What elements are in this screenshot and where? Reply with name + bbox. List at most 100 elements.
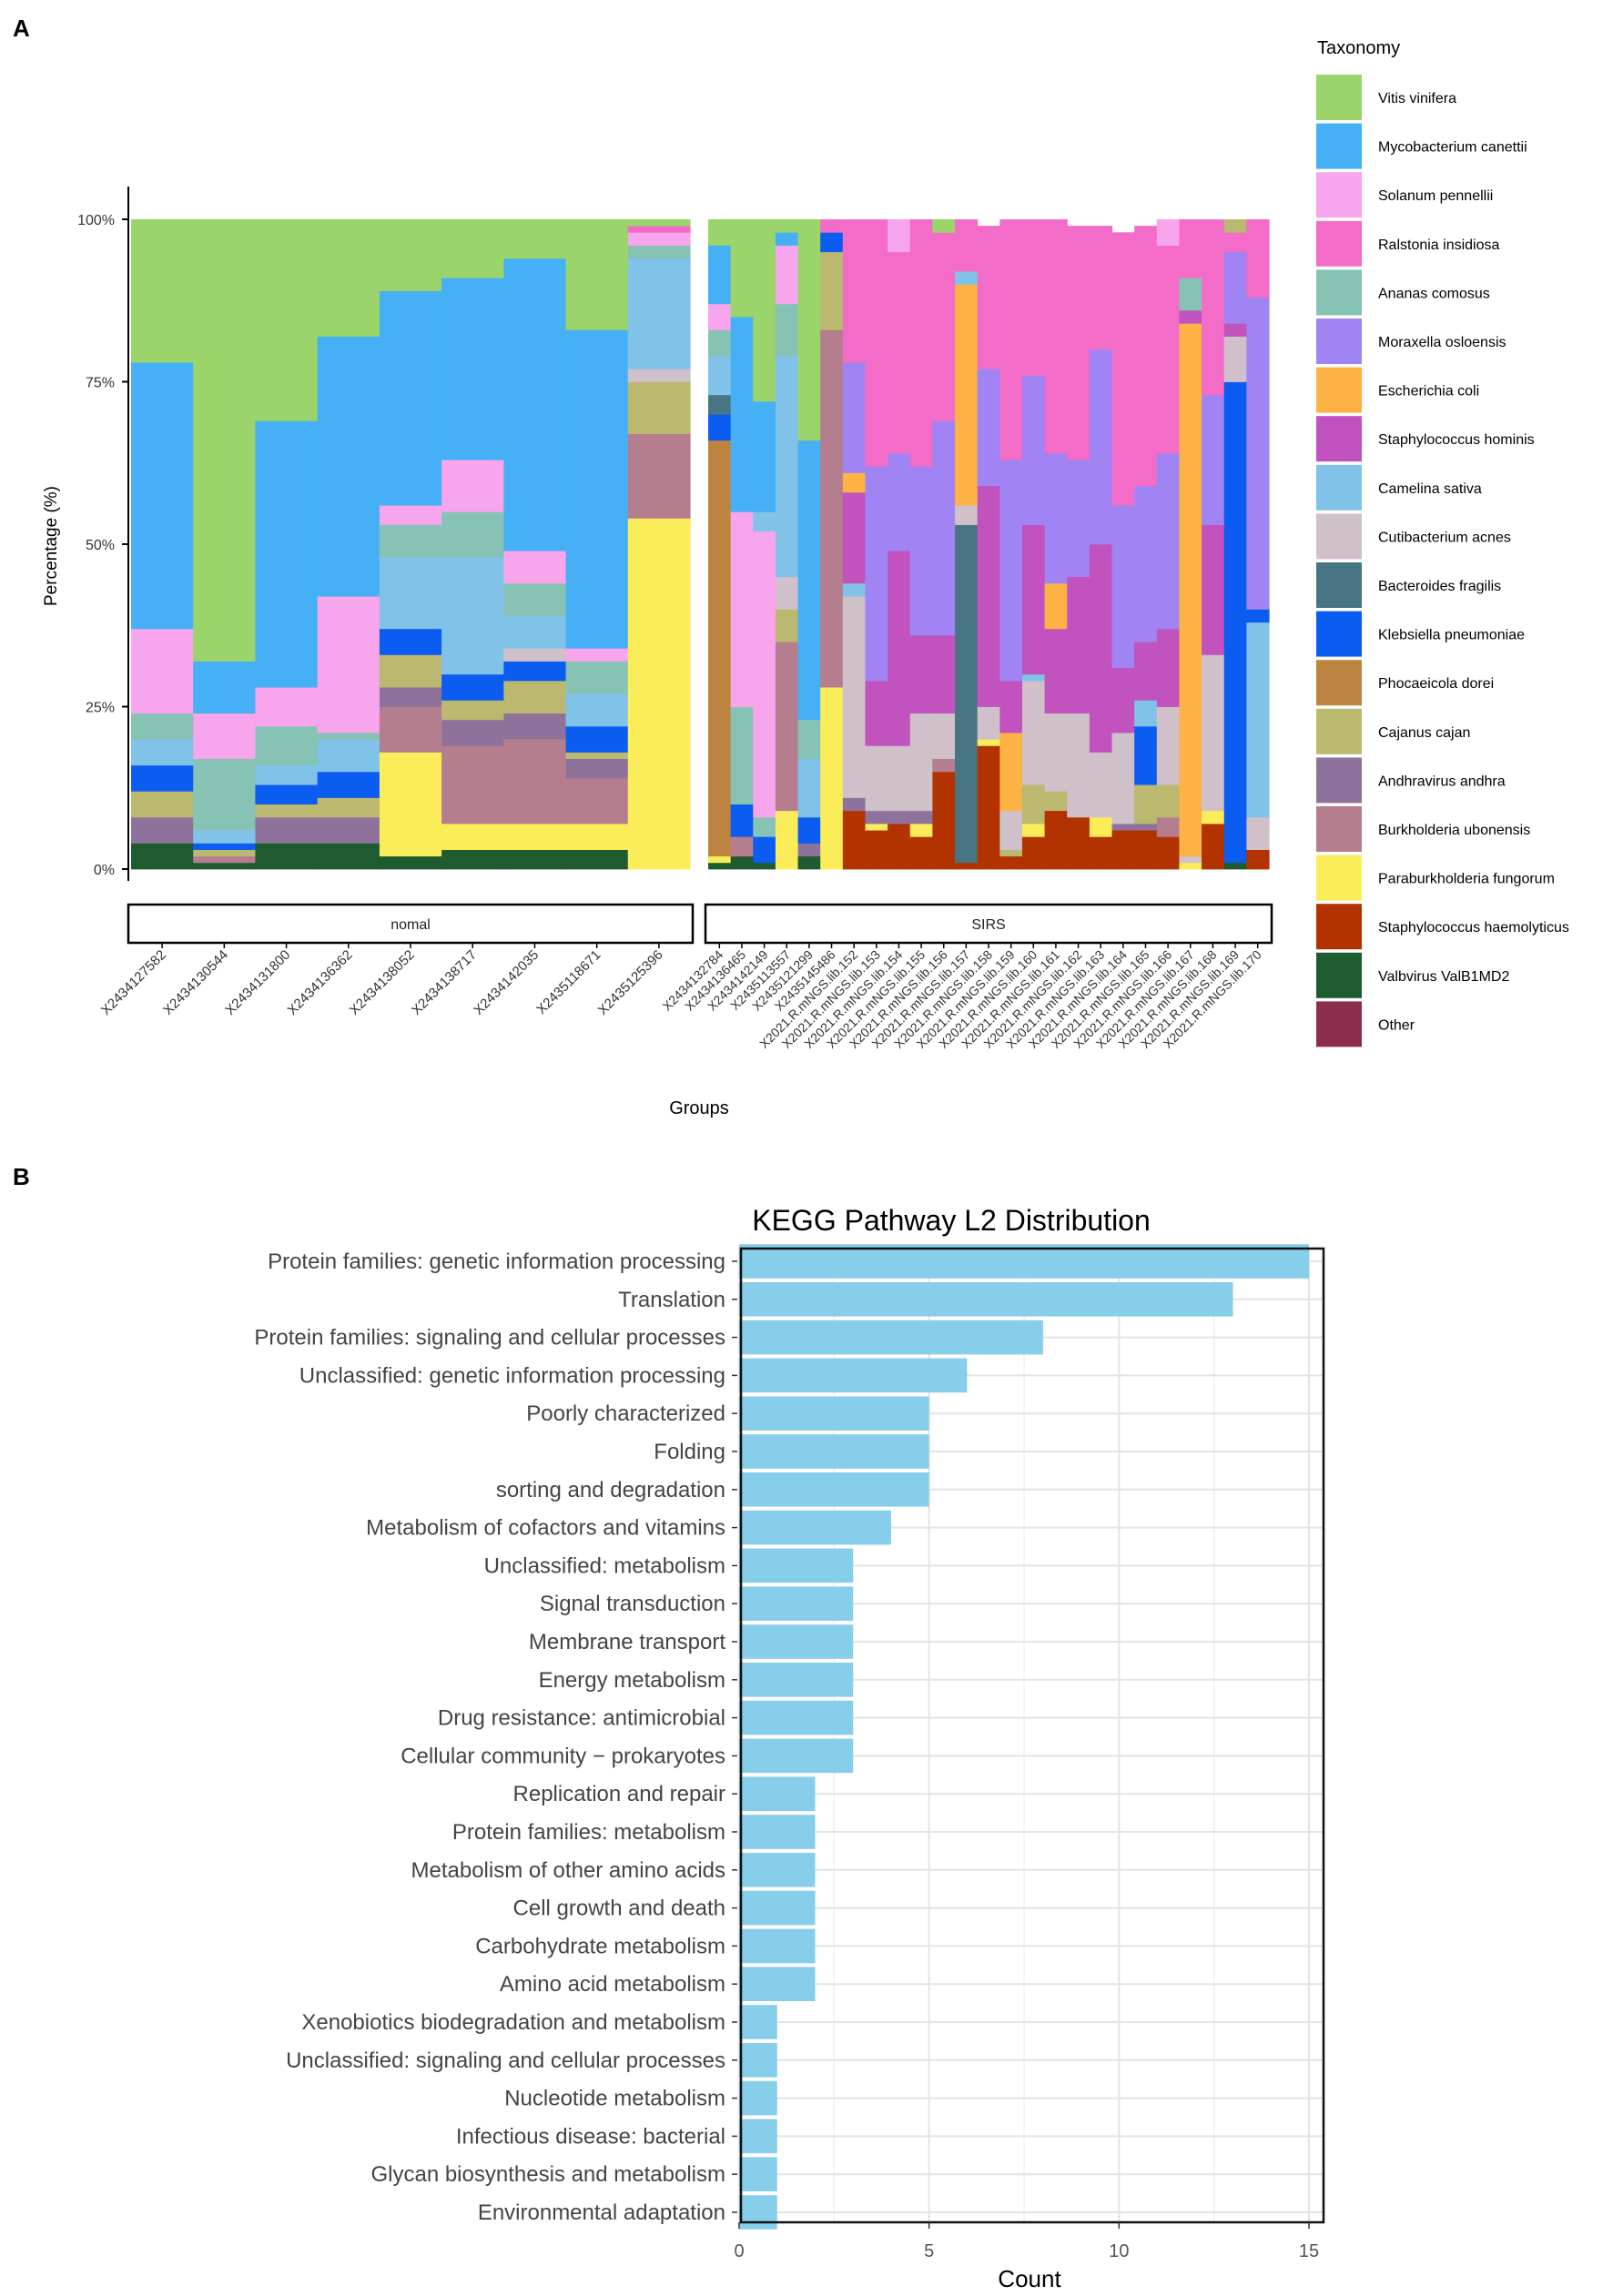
kegg-chart-title: KEGG Pathway L2 Distribution [752, 1204, 1151, 1237]
bar-segment [775, 303, 799, 357]
bar-segment [441, 278, 504, 460]
legend-swatch [1316, 172, 1362, 218]
bar-segment [565, 849, 629, 870]
kegg-bar [739, 1396, 929, 1431]
bar-segment [865, 466, 888, 682]
bar-segment [627, 226, 691, 233]
bar-segment [131, 739, 194, 766]
legend-swatch [1316, 123, 1362, 169]
legend-label: Bacteroides fragilis [1378, 579, 1501, 594]
legend-label: Ananas comosus [1378, 286, 1490, 301]
legend-swatch [1316, 269, 1362, 316]
a-y-axis-title: Percentage (%) [42, 486, 61, 606]
bar-segment [379, 524, 442, 558]
bar-segment [909, 219, 933, 467]
kegg-bar [739, 1776, 816, 1812]
a-x-tick-label: X2435118671 [533, 947, 604, 1017]
bar-segment [888, 219, 911, 253]
b-category-label: Folding [654, 1440, 725, 1464]
kegg-bar [739, 1320, 1043, 1355]
bar-segment [753, 816, 776, 837]
bar-segment [999, 733, 1023, 812]
a-x-tick-label: X2434138052 [347, 947, 418, 1018]
bar-segment [627, 369, 691, 382]
a-x-axis-title: Groups [669, 1098, 729, 1118]
bar-segment [775, 219, 799, 233]
kegg-bar [739, 1510, 891, 1545]
b-category-label: Drug resistance: antimicrobial [438, 1706, 725, 1731]
bar-segment [775, 245, 799, 305]
bar-segment [730, 804, 754, 837]
a-x-tick-label: X2434127582 [98, 947, 169, 1018]
kegg-bar-chart: KEGG Pathway L2 Distribution Protein fam… [254, 1204, 1325, 2292]
bar-segment [441, 219, 504, 278]
bar-segment [865, 824, 888, 831]
kegg-bar [739, 1586, 854, 1622]
a-bars [131, 219, 1270, 870]
bar-segment [1156, 219, 1181, 246]
bar-segment [441, 673, 504, 701]
bar-segment [1111, 505, 1135, 669]
legend-label: Solanum pennellii [1378, 188, 1493, 204]
kegg-bar [739, 1434, 929, 1469]
bar-segment [317, 336, 380, 597]
bar-segment [441, 460, 504, 512]
bar-segment [797, 816, 821, 844]
bar-segment [503, 219, 567, 259]
bar-segment [379, 706, 442, 753]
legend-label: Andhravirus andhra [1378, 774, 1506, 789]
bar-segment [317, 816, 380, 844]
bar-segment [1202, 810, 1225, 824]
b-category-label: Unclassified: genetic information proces… [299, 1363, 725, 1388]
kegg-bar [739, 1281, 1233, 1317]
bar-segment [730, 706, 754, 804]
bar-segment [753, 862, 776, 870]
taxonomy-legend: Taxonomy Vitis vinifera Mycobacterium can… [1316, 38, 1569, 1047]
b-x-tick-label: 10 [1109, 2241, 1129, 2261]
bar-segment [977, 745, 1000, 870]
legend-label: Escherichia coli [1378, 384, 1479, 400]
bar-segment [565, 693, 629, 727]
bar-segment [131, 713, 194, 740]
bar-segment [708, 394, 732, 415]
bar-segment [820, 232, 844, 253]
bar-segment [1179, 855, 1202, 864]
bar-segment [193, 758, 257, 831]
legend-label: Moraxella osloensis [1378, 335, 1506, 350]
bar-segment [977, 739, 1000, 746]
b-category-label: Cell growth and death [513, 1896, 725, 1921]
bar-segment [820, 251, 844, 330]
bar-segment [1223, 381, 1247, 864]
legend-label: Klebsiella pneumoniae [1378, 628, 1525, 643]
bar-segment [131, 843, 194, 870]
b-category-label: Glycan biosynthesis and metabolism [370, 2162, 725, 2187]
bar-segment [1134, 642, 1158, 701]
bar-segment [775, 232, 799, 246]
b-category-label: Carbohydrate metabolism [475, 1934, 725, 1958]
bar-segment [1202, 824, 1225, 870]
bar-segment [255, 816, 319, 844]
legend-label: Cajanus cajan [1378, 725, 1470, 741]
legend-label: Camelina sativa [1378, 481, 1482, 497]
bar-segment [753, 511, 776, 532]
facet-strip-label: SIRS [971, 917, 1005, 933]
taxonomy-stacked-bar-chart: 0%25%50%75%100% nomal SIRS X2434127582X24… [42, 187, 1273, 1118]
bar-segment [255, 843, 319, 870]
bar-segment [1223, 232, 1247, 253]
bar-segment [1223, 323, 1247, 337]
bar-segment [797, 855, 821, 870]
bar-segment [932, 713, 956, 760]
b-gridlines [738, 1249, 1324, 2222]
bar-segment [708, 440, 732, 857]
bar-segment [1179, 278, 1202, 311]
kegg-bar [739, 2042, 777, 2078]
kegg-bar [739, 1472, 929, 1507]
kegg-bar [739, 2005, 777, 2039]
bar-segment [1089, 752, 1113, 818]
bar-segment [955, 284, 979, 506]
bar-segment [379, 654, 442, 688]
legend-label: Valbvirus ValB1MD2 [1378, 969, 1509, 985]
bar-segment [627, 232, 691, 246]
bar-segment [820, 329, 844, 688]
bar-segment [1156, 816, 1181, 837]
